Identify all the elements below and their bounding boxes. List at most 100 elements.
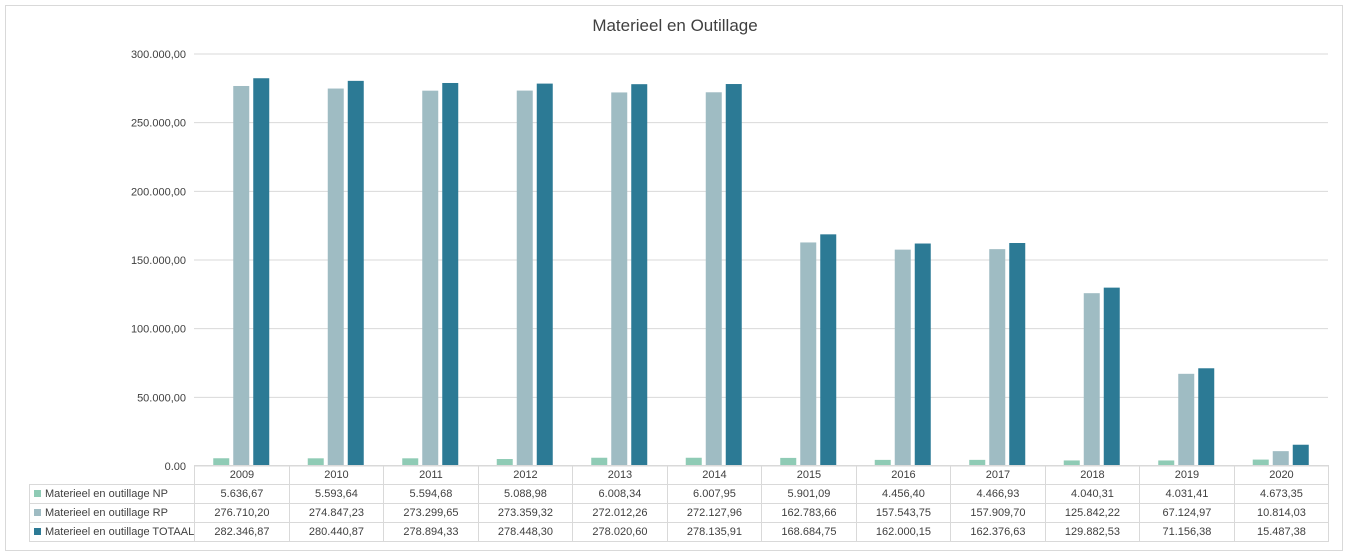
x-tick-label: 2019 [1139,465,1235,485]
data-table-row: Materieel en outillage TOTAAL 282.346,87 2… [28,522,1330,542]
data-label: 278.020,60 [572,522,668,542]
data-table-row: Materieel en outillage RP 276.710,20 274.8… [28,503,1330,523]
bar-totaal [253,78,270,467]
data-label: 278.448,30 [477,522,574,542]
bar-np [780,457,797,466]
data-label: 276.710,20 [194,503,290,523]
plot-area: 0,0050.000,00100.000,00150.000,00200.000… [131,49,1328,470]
data-label: 6.007,95 [666,484,763,504]
legend-entry: Materieel en outillage RP [28,503,196,523]
legend-label: Materieel en outillage RP [45,507,168,519]
data-table: 2009 2010 2011 2012 2013 2014 2015 2016 2017 2018… [28,465,1330,542]
bar-rp [233,85,250,467]
bar-rp [327,88,344,466]
x-tick-label: 2012 [477,465,574,485]
bar-rp [1178,373,1195,466]
x-tick-label: 2013 [572,465,668,485]
bar-np [874,459,891,466]
y-tick-label: 200.000,00 [131,186,186,198]
data-label: 15.487,38 [1233,522,1330,542]
data-label: 162.376,63 [950,522,1046,542]
x-tick-label: 2011 [383,465,479,485]
bar-rp [705,92,722,467]
bar-totaal [347,80,364,466]
x-tick-label: 2018 [1044,465,1141,485]
bar-rp [1083,293,1100,466]
data-label: 157.543,75 [855,503,952,523]
data-label: 4.040,31 [1044,484,1141,504]
data-label: 278.135,91 [666,522,763,542]
bar-np [213,458,230,466]
data-label: 272.127,96 [666,503,763,523]
data-label: 67.124,97 [1139,503,1235,523]
x-tick-label: 2014 [666,465,763,485]
data-label: 5.636,67 [194,484,290,504]
x-tick-label: 2009 [194,465,290,485]
bar-rp [422,90,439,466]
bar-np [307,458,324,466]
bar-totaal [1198,368,1215,466]
y-tick-label: 150.000,00 [131,255,186,267]
bar-rp [894,249,911,466]
bar-rp [989,249,1006,466]
y-tick-label: 100.000,00 [131,324,186,336]
bar-rp [611,92,628,466]
data-label: 6.008,34 [572,484,668,504]
data-label: 282.346,87 [194,522,290,542]
data-label: 274.847,23 [288,503,385,523]
data-label: 5.593,64 [288,484,385,504]
x-tick-label: 2016 [855,465,952,485]
bar-totaal [820,234,837,466]
x-tick-label: 2010 [288,465,385,485]
data-label: 280.440,87 [288,522,385,542]
bar-np [1063,460,1080,466]
bar-np [969,459,986,466]
gridlines [194,53,1328,467]
y-tick-label: 300.000,00 [131,49,186,61]
bar-totaal [442,82,459,467]
bar-np [1252,459,1269,466]
x-tick-label: 2017 [950,465,1046,485]
legend-key-icon [34,490,41,497]
data-table-header-row: 2009 2010 2011 2012 2013 2014 2015 2016 2017 2018… [29,465,1330,485]
data-label: 5.088,98 [477,484,574,504]
legend-label: Materieel en outillage NP [45,488,168,500]
data-label: 5.901,09 [761,484,857,504]
data-table-corner [29,465,196,485]
legend-key-icon [34,528,41,535]
legend-entry: Materieel en outillage NP [28,484,196,504]
bar-np [402,458,419,466]
legend-entry: Materieel en outillage TOTAAL [28,522,196,542]
data-label: 162.783,66 [761,503,857,523]
data-label: 4.031,41 [1139,484,1235,504]
bar-np [685,457,702,466]
bar-totaal [1103,287,1120,466]
data-label: 125.842,22 [1044,503,1141,523]
data-label: 5.594,68 [383,484,479,504]
bar-rp [516,90,533,466]
data-label: 4.466,93 [950,484,1046,504]
data-label: 157.909,70 [950,503,1046,523]
bar-totaal [1292,444,1309,466]
bar-totaal [914,243,931,466]
data-label: 168.684,75 [761,522,857,542]
y-axis-tick-labels: 0,0050.000,00100.000,00150.000,00200.000… [131,49,186,470]
y-tick-label: 50.000,00 [137,392,186,404]
bar-np [591,457,608,466]
data-label: 129.882,53 [1044,522,1141,542]
bar-np [496,459,513,466]
bars [213,78,1309,467]
chart-title: Materieel en Outillage [592,16,758,35]
legend-label: Materieel en outillage TOTAAL [45,526,195,538]
data-label: 278.894,33 [383,522,479,542]
bar-np [1158,460,1175,466]
bar-totaal [1009,243,1026,466]
data-label: 71.156,38 [1139,522,1235,542]
bar-rp [1272,451,1289,466]
data-table-row: Materieel en outillage NP 5.636,67 5.593,6… [28,484,1330,504]
bar-totaal [725,84,742,467]
data-label: 162.000,15 [855,522,952,542]
x-tick-label: 2015 [761,465,857,485]
x-tick-label: 2020 [1233,465,1330,485]
y-tick-label: 250.000,00 [131,118,186,130]
